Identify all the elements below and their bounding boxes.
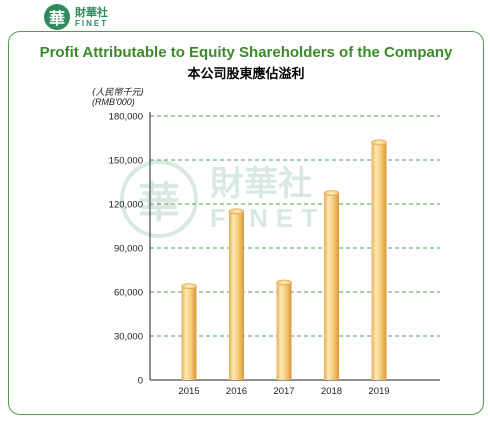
bar-2016 — [229, 211, 244, 380]
y-axis-unit-cn: (人民幣千元) — [92, 88, 145, 98]
brand-mark-icon: 華 — [44, 4, 70, 30]
chart-subtitle: 本公司股東應佔溢利 — [187, 67, 305, 82]
bar-2015 — [181, 286, 197, 380]
label-layer: 0 30,000 60,000 90,000 120,000 150,000 180,000… — [109, 112, 390, 398]
x-tick-label: 2016 — [226, 386, 247, 397]
y-tick-label: 120,000 — [109, 200, 143, 211]
y-axis-unit-en: (RMB'000) — [92, 97, 135, 107]
x-tick-label: 2018 — [321, 386, 342, 397]
x-tick-label: 2015 — [178, 386, 199, 397]
bar-2018 — [324, 193, 339, 380]
brand-logo: 華 財華社 FINET — [44, 4, 108, 30]
bar-cap-2017 — [276, 279, 292, 286]
chart-frame — [8, 31, 484, 415]
bar-cap-2016 — [228, 208, 245, 215]
brand-text: 財華社 FINET — [75, 7, 108, 28]
x-tick-label: 2017 — [273, 386, 294, 397]
y-tick-label: 60,000 — [114, 288, 143, 299]
bar-2019 — [371, 142, 387, 380]
bar-layer — [181, 139, 387, 380]
y-tick-label: 180,000 — [109, 112, 143, 123]
bar-2017 — [276, 282, 292, 380]
y-tick-label: 150,000 — [109, 156, 143, 167]
bar-cap-2019 — [371, 139, 387, 146]
x-tick-label: 2019 — [368, 386, 389, 397]
brand-name-cn: 財華社 — [75, 5, 108, 19]
brand-name-en: FINET — [75, 18, 109, 28]
chart-title: Profit Attributable to Equity Shareholde… — [39, 44, 453, 61]
grid-layer — [150, 115, 440, 337]
axis-layer — [149, 112, 440, 381]
bar-cap-2015 — [181, 283, 197, 290]
y-tick-label: 0 — [138, 376, 143, 387]
y-tick-label: 30,000 — [114, 332, 143, 343]
bar-cap-2018 — [323, 190, 340, 196]
y-tick-label: 90,000 — [114, 244, 143, 255]
